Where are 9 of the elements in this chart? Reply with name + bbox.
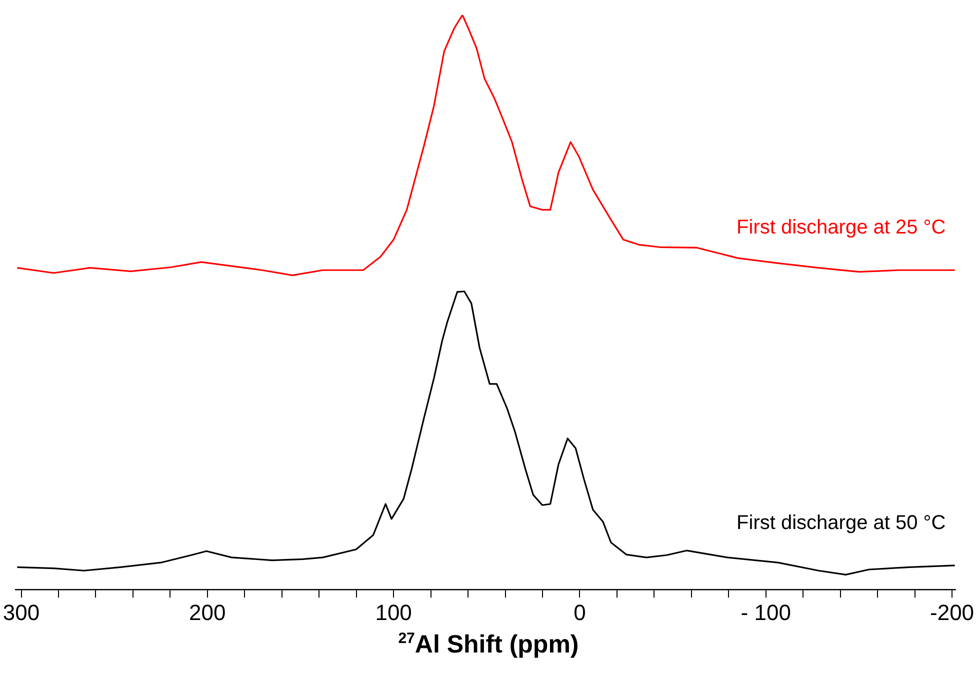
x-tick-label: - 100 [740, 600, 791, 625]
x-tick-label: 200 [189, 600, 226, 625]
x-tick-label: 300 [2, 600, 40, 625]
series-label: First discharge at 25 °C [736, 216, 946, 239]
x-tick-label: 0 [574, 600, 586, 625]
series-label: First discharge at 50 °C [736, 512, 946, 534]
x-tick-label: -200 [930, 600, 974, 625]
x-axis-title: $^{27}$Al Shift (ppm) [397, 630, 580, 660]
x-tick-label: 100 [375, 600, 412, 625]
